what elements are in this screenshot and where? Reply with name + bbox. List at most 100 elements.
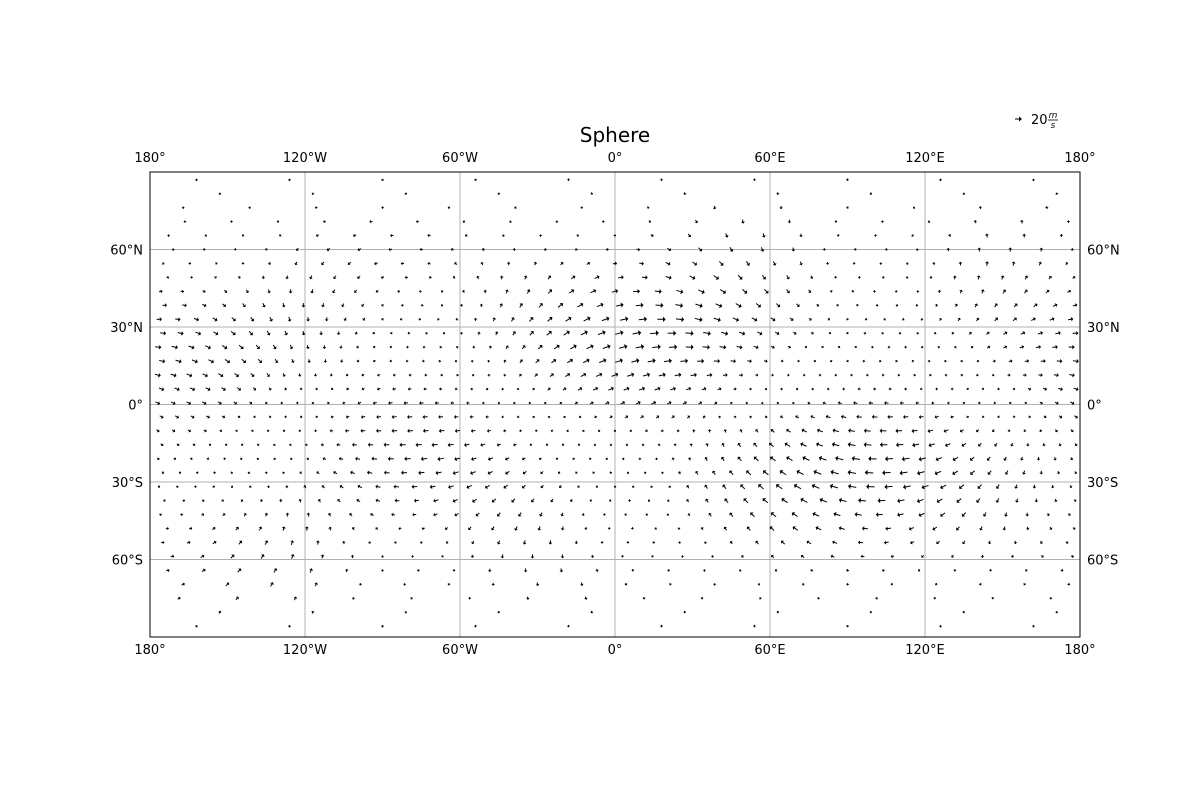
wind-vector-arrow — [375, 289, 379, 293]
wind-vector — [635, 302, 644, 308]
wind-vector — [888, 387, 892, 391]
wind-vector — [933, 332, 937, 335]
wind-vector-arrow — [1031, 178, 1036, 182]
wind-vector — [959, 484, 965, 490]
wind-vector — [165, 526, 169, 531]
wind-vector-arrow — [836, 234, 840, 237]
wind-vector — [352, 442, 357, 447]
wind-vector-arrow — [315, 387, 319, 391]
wind-vector — [816, 428, 823, 433]
wind-vector — [755, 373, 759, 377]
wind-vector — [640, 415, 644, 419]
wind-vector-arrow — [202, 289, 206, 293]
x-tick-label-bottom: 60°E — [754, 643, 785, 658]
wind-vector — [648, 220, 651, 223]
wind-vector — [553, 344, 560, 350]
wind-vector-arrow — [994, 317, 998, 322]
wind-vector-arrow — [960, 360, 963, 363]
quiver-key-unit-numerator: m — [1049, 111, 1058, 121]
wind-vector-arrow — [247, 471, 251, 475]
wind-vector — [764, 359, 768, 363]
wind-vector-arrow — [698, 401, 702, 405]
wind-vector-arrow — [1067, 513, 1071, 516]
wind-vector-arrow — [431, 442, 438, 448]
wind-vector-arrow — [206, 415, 210, 419]
wind-vector — [1055, 611, 1058, 614]
wind-vector — [762, 498, 769, 504]
wind-vector — [846, 178, 850, 182]
wind-vector-arrow — [377, 373, 381, 377]
wind-vector-arrow — [1056, 358, 1063, 364]
wind-vector-arrow — [1053, 457, 1057, 461]
wind-vector — [301, 330, 306, 336]
wind-vector-arrow — [422, 359, 425, 363]
wind-vector-arrow — [170, 554, 175, 559]
wind-vector — [685, 330, 694, 337]
wind-vector — [576, 234, 579, 237]
wind-vector — [279, 234, 282, 237]
wind-vector — [840, 414, 847, 419]
wind-vector-arrow — [1038, 261, 1042, 266]
wind-vector-arrow — [447, 206, 451, 210]
wind-vector-arrow — [418, 317, 422, 321]
wind-vector-arrow — [501, 387, 505, 391]
wind-vector-arrow — [635, 344, 645, 350]
wind-vector — [258, 526, 263, 531]
wind-vector-arrow — [586, 344, 594, 350]
wind-vector — [264, 248, 269, 251]
wind-vector — [190, 457, 193, 461]
wind-vector — [1065, 262, 1069, 266]
wind-vector-arrow — [357, 484, 363, 489]
wind-vector — [333, 275, 337, 280]
wind-vector-arrow — [729, 512, 734, 517]
wind-vector — [776, 401, 780, 405]
wind-vector-arrow — [957, 317, 961, 322]
wind-vector-arrow — [306, 317, 311, 322]
wind-vector — [978, 442, 982, 447]
wind-vector — [753, 345, 759, 350]
wind-vector-arrow — [779, 469, 787, 476]
wind-vector — [746, 526, 751, 531]
wind-vector — [874, 233, 877, 237]
wind-vector — [534, 429, 538, 433]
wind-vector — [948, 233, 952, 238]
wind-vector-arrow — [885, 526, 892, 531]
wind-vector — [319, 331, 324, 336]
wind-vector — [1074, 415, 1078, 419]
wind-vector — [375, 498, 381, 503]
wind-vector-arrow — [369, 219, 373, 224]
wind-vector-arrow — [944, 373, 948, 377]
wind-vector-arrow — [986, 331, 990, 335]
wind-vector — [712, 205, 717, 210]
wind-vector — [1003, 345, 1008, 349]
wind-vector-arrow — [933, 596, 937, 600]
wind-vector-arrow — [598, 358, 607, 364]
wind-vector-arrow — [987, 540, 992, 545]
wind-vector-arrow — [846, 624, 850, 628]
wind-vector — [503, 484, 508, 489]
wind-vector-arrow — [471, 540, 475, 545]
wind-vector — [862, 359, 866, 363]
wind-vector — [405, 359, 409, 363]
y-tick-label-left: 30°N — [110, 321, 143, 336]
wind-vector-arrow — [884, 400, 889, 405]
wind-vector-arrow — [624, 582, 628, 586]
wind-vector-arrow — [812, 511, 820, 517]
wind-vector-arrow — [288, 289, 293, 294]
wind-vector-arrow — [605, 457, 609, 461]
wind-vector — [156, 457, 160, 460]
wind-vector — [620, 555, 624, 558]
wind-vector-arrow — [779, 387, 784, 391]
wind-vector — [440, 373, 443, 377]
wind-vector — [895, 442, 904, 448]
wind-vector — [903, 414, 909, 420]
wind-vector — [204, 234, 208, 237]
wind-vector-arrow — [916, 248, 919, 251]
wind-vector — [659, 178, 664, 182]
wind-vector — [712, 583, 717, 586]
wind-vector-arrow — [474, 178, 477, 181]
wind-vector-arrow — [219, 429, 223, 433]
wind-vector-arrow — [538, 234, 543, 237]
wind-vector — [713, 275, 719, 280]
wind-vector — [795, 415, 800, 419]
